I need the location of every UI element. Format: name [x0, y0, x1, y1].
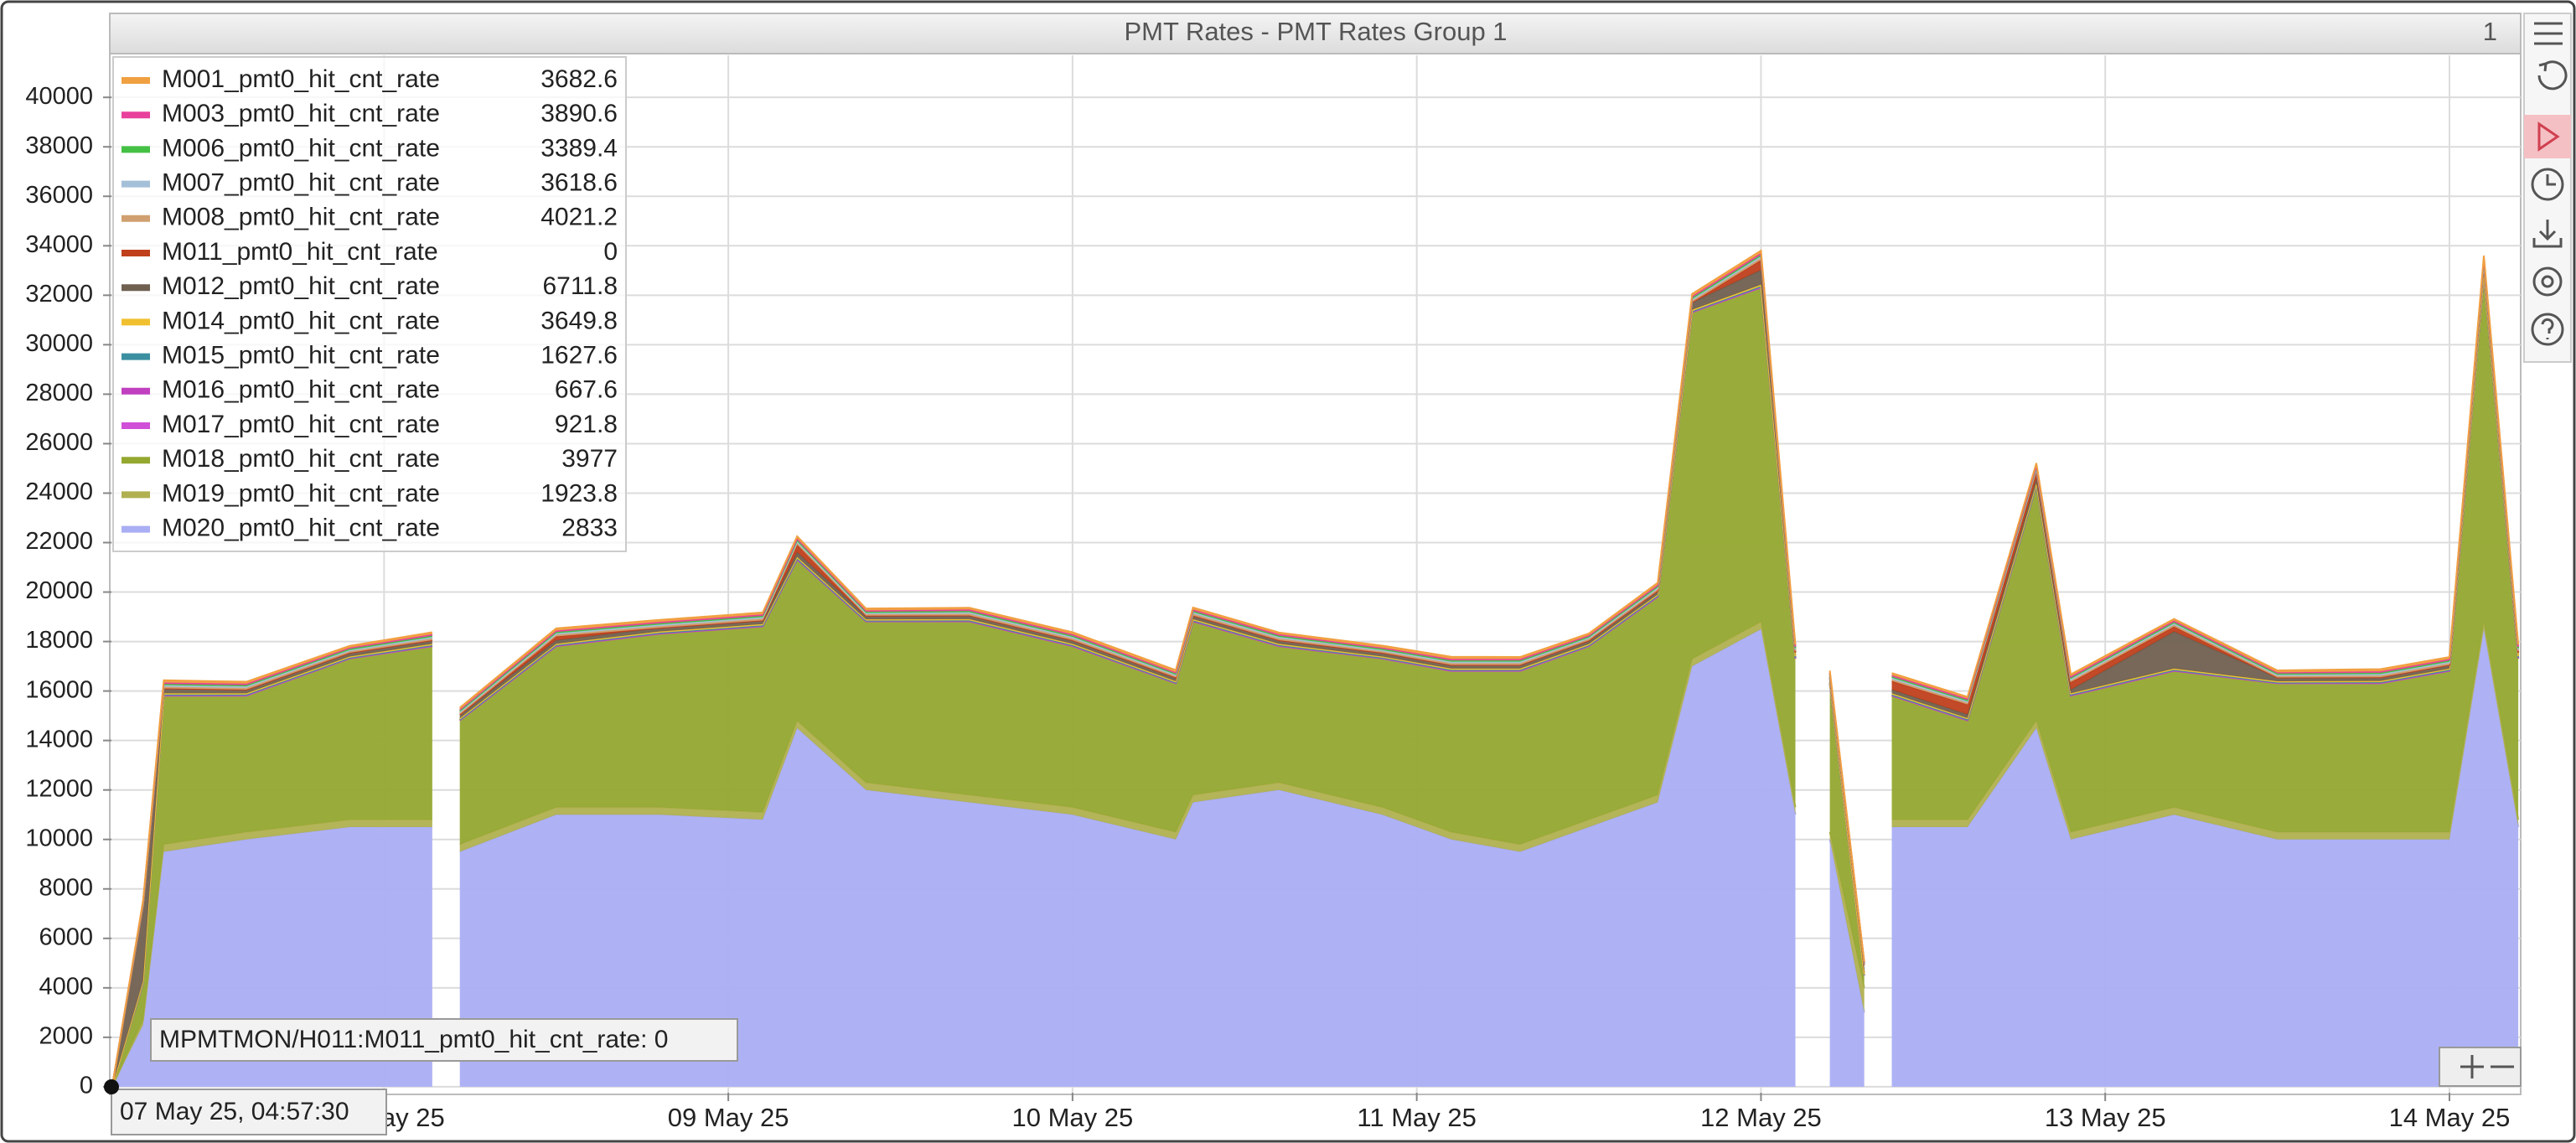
reset-button[interactable] — [2537, 60, 2568, 91]
hover-time-box — [111, 1089, 387, 1135]
legend-label: M015_pmt0_hit_cnt_rate — [162, 342, 440, 370]
x-tick-label: 13 May 25 — [2045, 1103, 2166, 1132]
title-bar — [109, 13, 2522, 54]
y-tick-label: 22000 — [25, 528, 93, 555]
areas — [111, 249, 2520, 1088]
legend-box — [112, 56, 627, 552]
y-tick-label: 12000 — [25, 775, 93, 802]
legend-label: M006_pmt0_hit_cnt_rate — [162, 134, 440, 162]
y-tick-label: 8000 — [39, 874, 93, 901]
area-line — [111, 620, 2520, 1088]
hover-marker — [104, 1079, 119, 1094]
legend-value: 3618.6 — [541, 169, 618, 197]
legend-label: M020_pmt0_hit_cnt_rate — [162, 515, 440, 542]
y-tick-label: 40000 — [25, 83, 93, 110]
y-tick-label: 38000 — [25, 132, 93, 159]
legend-value: 667.6 — [555, 376, 618, 404]
zoom-in[interactable] — [2460, 1055, 2484, 1078]
y-tick-label: 6000 — [39, 923, 93, 950]
hover-tooltip-box — [150, 1018, 738, 1062]
y-tick-label: 36000 — [25, 182, 93, 209]
help-button[interactable] — [2531, 313, 2564, 346]
y-tick-label: 4000 — [39, 973, 93, 1000]
area-fill — [111, 628, 2519, 1087]
x-tick-label: 09 May 25 — [668, 1103, 789, 1132]
zoom-buttons[interactable] — [2439, 1047, 2522, 1087]
toolbar-bg — [2523, 13, 2572, 363]
x-tick-label: 12 May 25 — [1700, 1103, 1822, 1132]
x-tick-label: 14 May 25 — [2389, 1103, 2511, 1132]
hover-tooltip: MPMTMON/H011:M011_pmt0_hit_cnt_rate: 0 — [159, 1026, 668, 1053]
legend-label: M016_pmt0_hit_cnt_rate — [162, 376, 440, 404]
help-glyph — [2541, 318, 2554, 339]
download-button[interactable] — [2532, 220, 2563, 248]
legend-value: 2833 — [561, 515, 618, 542]
y-tick-label: 32000 — [25, 281, 93, 308]
x-tick-label: 11 May 25 — [1357, 1103, 1476, 1132]
y-tick-label: 34000 — [25, 231, 93, 258]
legend-value: 6711.8 — [542, 272, 618, 300]
area-fill — [111, 275, 2519, 1087]
legend: M001_pmt0_hit_cnt_rate 3682.6 M003_pmt0_hi… — [112, 56, 627, 552]
legend-label: M017_pmt0_hit_cnt_rate — [162, 411, 440, 438]
y-tick-label: 20000 — [25, 577, 93, 604]
play-button[interactable] — [2537, 122, 2560, 152]
y-tick-label: 28000 — [25, 380, 93, 406]
y-tick-label: 30000 — [25, 330, 93, 357]
y-tick-label: 18000 — [25, 627, 93, 654]
legend-value: 3890.6 — [541, 100, 618, 127]
legend-value: 1627.6 — [541, 342, 618, 370]
legend-label: M018_pmt0_hit_cnt_rate — [162, 445, 440, 473]
legend-value: 1923.8 — [541, 479, 618, 507]
y-tick-label: 16000 — [25, 676, 93, 703]
legend-value: 0 — [603, 238, 618, 266]
y-tick-label: 2000 — [39, 1023, 93, 1050]
legend-value: 3649.8 — [541, 307, 618, 334]
legend-value: 3977 — [561, 445, 618, 473]
chart-title: PMT Rates - PMT Rates Group 1 — [1124, 17, 1507, 46]
toolbar — [2523, 13, 2572, 363]
legend-label: M008_pmt0_hit_cnt_rate — [162, 204, 440, 231]
legend-label: M003_pmt0_hit_cnt_rate — [162, 100, 440, 127]
x-tick-label: 10 May 25 — [1011, 1103, 1133, 1132]
legend-value: 4021.2 — [541, 204, 618, 231]
settings-hub — [2541, 275, 2554, 288]
legend-label: M012_pmt0_hit_cnt_rate — [162, 272, 440, 300]
legend-label: M011_pmt0_hit_cnt_rate — [162, 238, 438, 266]
legend-label: M019_pmt0_hit_cnt_rate — [162, 479, 440, 507]
menu-button[interactable] — [2534, 22, 2563, 45]
y-tick-label: 24000 — [25, 478, 93, 505]
y-tick-label: 0 — [80, 1073, 93, 1099]
area-line — [111, 249, 2520, 1088]
legend-label: M014_pmt0_hit_cnt_rate — [162, 307, 440, 334]
legend-value: 921.8 — [555, 411, 618, 438]
time-button[interactable] — [2531, 168, 2564, 201]
legend-label: M007_pmt0_hit_cnt_rate — [162, 169, 440, 197]
settings-button[interactable] — [2532, 266, 2563, 297]
legend-value: 3682.6 — [541, 65, 618, 93]
play-button-bg — [2524, 115, 2571, 158]
y-tick-label: 14000 — [25, 726, 93, 753]
hover-time: 07 May 25, 04:57:30 — [120, 1098, 349, 1125]
time-hands — [2546, 174, 2556, 186]
y-tick-label: 10000 — [25, 825, 93, 851]
legend-label: M001_pmt0_hit_cnt_rate — [162, 65, 440, 93]
y-tick-label: 26000 — [25, 429, 93, 456]
panel-index: 1 — [2483, 17, 2497, 46]
legend-value: 3389.4 — [541, 134, 618, 162]
